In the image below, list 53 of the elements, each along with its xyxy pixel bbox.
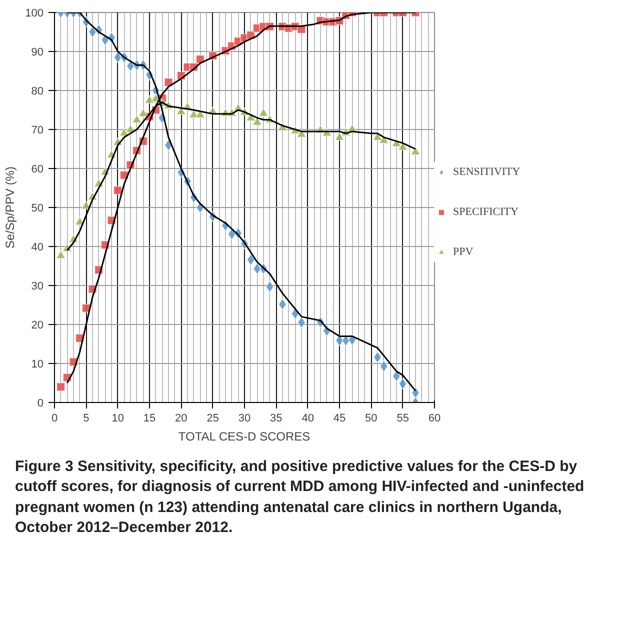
y-tick-label: 90	[31, 46, 44, 58]
x-tick-label: 25	[206, 412, 219, 424]
x-tick-label: 60	[428, 412, 441, 424]
point	[379, 135, 389, 144]
x-axis-title: TOTAL CES-D SCORES	[178, 430, 310, 444]
point	[132, 114, 142, 123]
point	[252, 117, 262, 126]
legend-label: SPECIFICITY	[453, 206, 518, 218]
x-tick-label: 55	[396, 412, 409, 424]
y-tick-label: 10	[31, 358, 44, 370]
y-tick-label: 30	[31, 280, 44, 292]
x-tick-label: 5	[83, 412, 90, 424]
x-tick-label: 15	[143, 412, 156, 424]
point	[246, 254, 255, 266]
x-tick-label: 35	[270, 412, 282, 424]
point	[266, 280, 274, 292]
point	[398, 378, 407, 390]
point	[258, 108, 268, 116]
y-tick-label: 60	[31, 164, 44, 176]
y-tick-label: 80	[31, 86, 44, 98]
point	[372, 132, 382, 141]
x-tick-label: 45	[333, 412, 346, 424]
point	[56, 382, 66, 392]
y-tick-label: 40	[31, 242, 44, 254]
point	[334, 132, 344, 141]
y-tick-label: 50	[31, 202, 44, 214]
point	[176, 106, 186, 115]
caption: Figure 3 Sensitivity, specificity, and positive predictive values for the CES-D by cutoff scores, for diagnosis of current MDD among HIV-infected and -uninfected pregnant women (n 123) attending antenatal care clinics in northern Uganda, October 2012–December 2012.	[15, 457, 586, 538]
y-tick-label: 0	[37, 398, 44, 410]
y-tick-label: 20	[31, 320, 44, 332]
x-tick-label: 50	[365, 412, 378, 424]
x-tick-label: 40	[302, 412, 314, 424]
point	[114, 52, 122, 64]
legend-label: SENSITIVITY	[453, 166, 520, 178]
y-tick-label: 70	[31, 124, 44, 136]
y-axis-title: Se/Sp/PPV (%)	[3, 166, 18, 249]
point	[114, 186, 122, 195]
point	[253, 262, 262, 274]
x-tick-label: 0	[51, 412, 58, 424]
x-tick-label: 20	[175, 412, 188, 424]
point	[56, 250, 66, 259]
x-tick-label: 30	[238, 412, 251, 424]
x-tick-label: 10	[112, 412, 124, 424]
legend-label: PPV	[453, 246, 474, 258]
point	[138, 108, 148, 117]
point	[380, 360, 388, 372]
point	[398, 142, 408, 150]
point	[410, 146, 420, 155]
y-tick-label: 100	[25, 8, 44, 20]
point	[81, 200, 91, 210]
point	[296, 129, 306, 138]
point	[195, 110, 205, 118]
point	[144, 95, 154, 104]
